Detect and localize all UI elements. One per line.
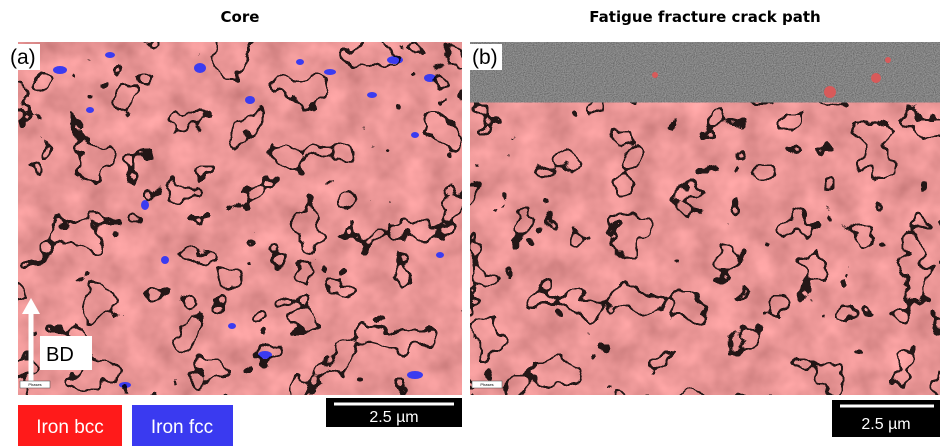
grain-boundaries: [470, 103, 940, 395]
panel-label: (b): [472, 46, 498, 69]
figure: Core Fatigue fracture crack path (a) (b)…: [0, 0, 940, 446]
phase-tag-text: Phases: [480, 382, 493, 387]
panel-title: Fatigue fracture crack path: [589, 8, 820, 26]
scale-label: 2.5 µm: [369, 409, 418, 426]
legend-label: Iron bcc: [36, 417, 104, 438]
phase-map: [470, 42, 940, 395]
panel-label: (a): [10, 46, 36, 69]
scale-label: 2.5 µm: [861, 416, 910, 433]
figure-canvas: Core Fatigue fracture crack path (a) (b)…: [0, 0, 940, 446]
panel-title: Core: [221, 8, 260, 26]
legend-label: Iron fcc: [151, 417, 213, 438]
phase-tag-text: Phases: [28, 382, 41, 387]
direction-label: BD: [46, 344, 74, 366]
